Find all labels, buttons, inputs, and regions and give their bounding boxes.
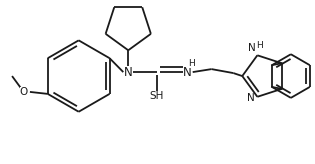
Text: SH: SH	[150, 91, 164, 101]
Text: H: H	[256, 41, 263, 50]
Text: H: H	[188, 59, 195, 68]
Text: O: O	[20, 87, 28, 97]
Text: N: N	[247, 93, 255, 103]
Text: N: N	[183, 66, 192, 79]
Text: N: N	[248, 43, 255, 53]
Text: N: N	[124, 66, 133, 79]
